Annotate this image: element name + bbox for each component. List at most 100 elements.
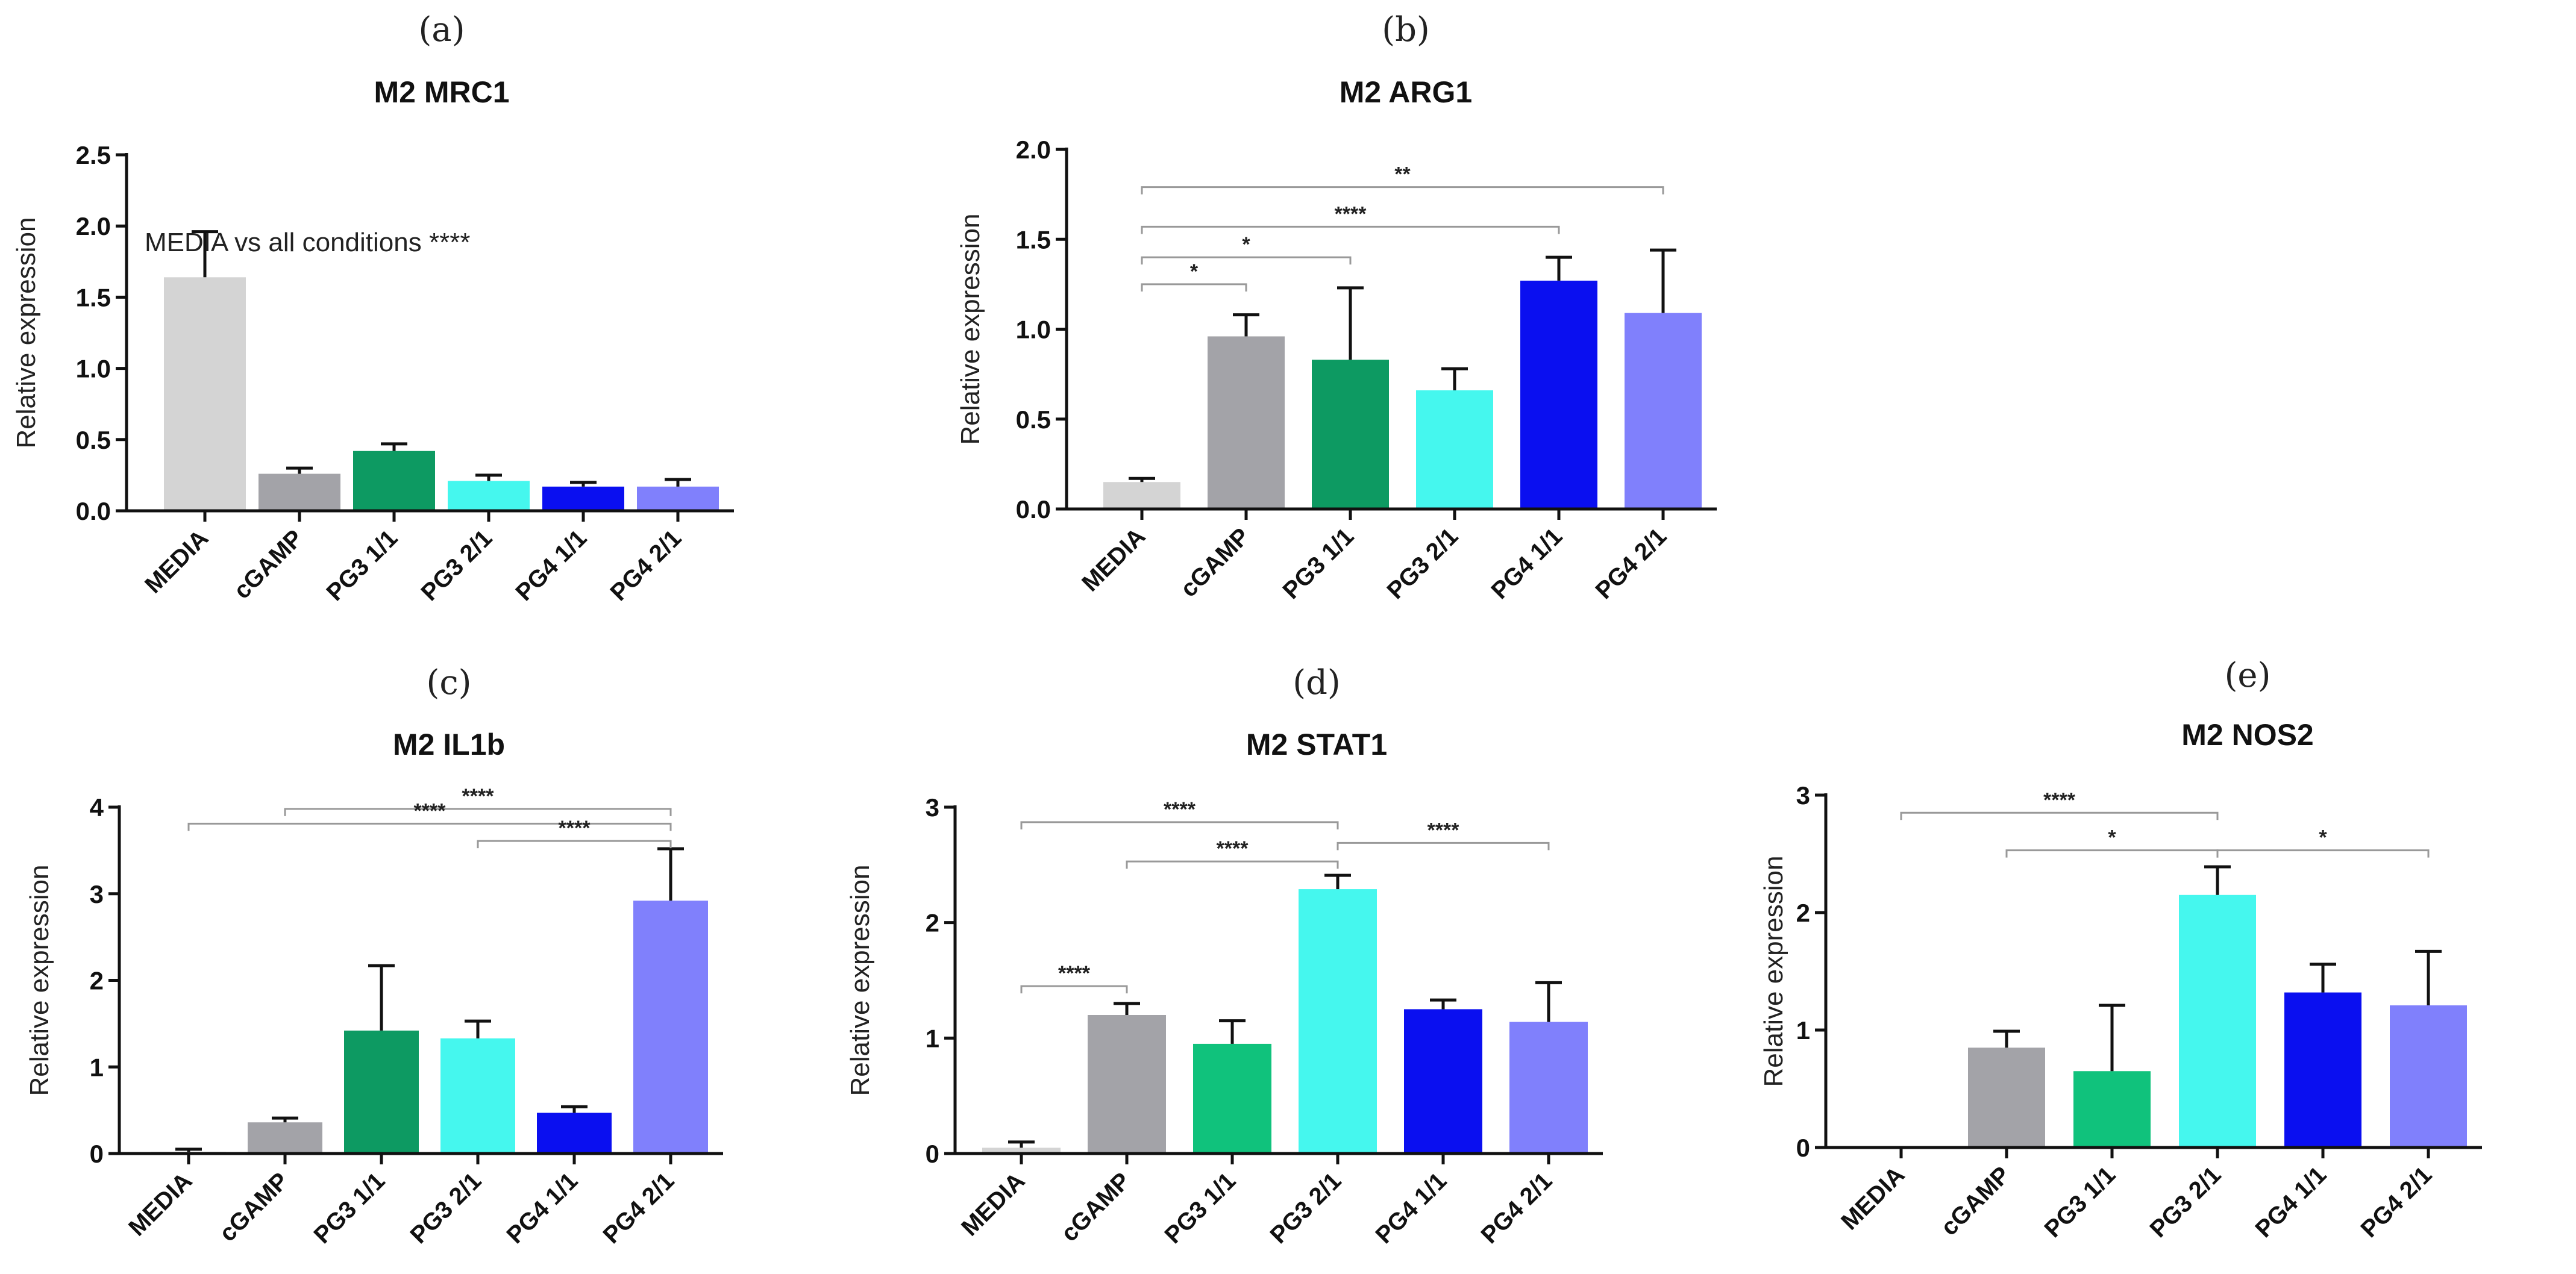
x-tick-label: PG3 2/1 bbox=[1265, 1167, 1346, 1249]
x-tick-label: PG4 2/1 bbox=[1476, 1167, 1557, 1249]
significance-label: **** bbox=[414, 799, 447, 822]
bar bbox=[1299, 889, 1377, 1154]
y-tick-label: 0 bbox=[926, 1140, 939, 1168]
x-tick-label: MEDIA bbox=[124, 1167, 197, 1241]
x-tick-label: PG4 1/1 bbox=[2250, 1161, 2331, 1243]
significance-label: * bbox=[2319, 826, 2327, 849]
significance-label: **** bbox=[462, 785, 495, 808]
y-tick-label: 2 bbox=[1796, 899, 1810, 927]
panel-letter: (b) bbox=[1382, 10, 1430, 49]
significance-label: **** bbox=[1164, 798, 1196, 821]
y-axis-label: Relative expression bbox=[1759, 856, 1788, 1087]
chart-title: M2 ARG1 bbox=[1340, 75, 1472, 109]
x-tick-label: PG4 2/1 bbox=[598, 1167, 679, 1249]
x-tick-label: cGAMP bbox=[1056, 1167, 1136, 1247]
significance-bracket bbox=[2005, 849, 2219, 858]
x-tick-label: cGAMP bbox=[215, 1167, 294, 1247]
y-axis-label: Relative expression bbox=[845, 865, 875, 1096]
significance-label: **** bbox=[1217, 837, 1249, 860]
panel-letter: (a) bbox=[418, 10, 465, 49]
y-tick-label: 1.0 bbox=[76, 355, 111, 383]
x-tick-label: PG4 2/1 bbox=[1590, 523, 1672, 604]
chart-title: M2 NOS2 bbox=[2181, 718, 2314, 752]
significance-bracket bbox=[1141, 186, 1664, 195]
bar bbox=[1404, 1009, 1482, 1154]
x-tick-label: MEDIA bbox=[140, 525, 213, 598]
y-axis-label: Relative expression bbox=[956, 214, 985, 445]
bar bbox=[542, 486, 624, 511]
chart-title: M2 MRC1 bbox=[374, 75, 509, 109]
x-tick-label: PG4 1/1 bbox=[1486, 523, 1567, 604]
x-tick-label: cGAMP bbox=[1936, 1161, 2016, 1241]
y-tick-label: 1.5 bbox=[1016, 225, 1051, 254]
bar bbox=[353, 451, 435, 511]
bar bbox=[2179, 895, 2256, 1148]
significance-bracket bbox=[1020, 985, 1128, 994]
chart-title: M2 IL1b bbox=[393, 728, 505, 761]
y-tick-label: 0 bbox=[90, 1140, 104, 1168]
bar bbox=[982, 1148, 1061, 1154]
bar bbox=[1103, 482, 1180, 509]
bar bbox=[1088, 1015, 1166, 1154]
significance-label: ** bbox=[1394, 163, 1411, 186]
significance-bracket bbox=[477, 840, 672, 849]
significance-bracket bbox=[187, 822, 672, 831]
x-tick-label: cGAMP bbox=[1176, 523, 1255, 602]
chart-annotation: MEDIA vs all conditions **** bbox=[145, 228, 470, 257]
bar bbox=[440, 1038, 515, 1154]
significance-bracket bbox=[1126, 860, 1339, 869]
significance-bracket bbox=[1900, 811, 2219, 820]
bar bbox=[537, 1113, 612, 1154]
significance-label: * bbox=[1190, 260, 1199, 283]
y-tick-label: 1.5 bbox=[76, 283, 111, 311]
y-tick-label: 2 bbox=[90, 967, 104, 995]
x-tick-label: PG4 2/1 bbox=[2355, 1161, 2437, 1243]
y-tick-label: 0.0 bbox=[76, 497, 111, 525]
significance-label: **** bbox=[1427, 819, 1460, 842]
x-tick-label: PG4 2/1 bbox=[605, 525, 686, 606]
y-tick-label: 3 bbox=[926, 793, 939, 822]
x-tick-label: MEDIA bbox=[1836, 1161, 1910, 1235]
y-tick-label: 0.5 bbox=[76, 426, 111, 454]
significance-bracket bbox=[284, 808, 672, 816]
y-tick-label: 1.0 bbox=[1016, 316, 1051, 344]
significance-label: **** bbox=[2043, 788, 2076, 811]
bar bbox=[448, 481, 530, 511]
panel-letter: (c) bbox=[426, 663, 471, 702]
bar bbox=[637, 486, 719, 511]
bar bbox=[1416, 390, 1493, 509]
significance-label: * bbox=[1242, 233, 1250, 256]
bar bbox=[1193, 1043, 1271, 1154]
panel-letter: (d) bbox=[1293, 663, 1341, 702]
x-tick-label: PG3 1/1 bbox=[1277, 523, 1359, 604]
x-tick-label: PG4 1/1 bbox=[1370, 1167, 1452, 1249]
bar bbox=[1968, 1048, 2045, 1148]
x-tick-label: PG3 1/1 bbox=[1159, 1167, 1241, 1249]
significance-label: **** bbox=[1335, 202, 1367, 225]
x-tick-label: PG3 2/1 bbox=[405, 1167, 486, 1249]
y-tick-label: 1 bbox=[90, 1053, 104, 1081]
panel-letter: (e) bbox=[2225, 656, 2271, 695]
y-tick-label: 2.0 bbox=[76, 212, 111, 240]
y-axis-label: Relative expression bbox=[11, 217, 41, 449]
bar bbox=[2073, 1071, 2151, 1148]
y-tick-label: 2 bbox=[926, 909, 939, 937]
significance-bracket bbox=[1141, 225, 1560, 234]
x-tick-label: MEDIA bbox=[1077, 523, 1150, 596]
x-tick-label: PG4 1/1 bbox=[510, 525, 592, 606]
y-tick-label: 2.5 bbox=[76, 141, 111, 169]
bar bbox=[2284, 992, 2361, 1148]
bar bbox=[1509, 1022, 1588, 1154]
significance-bracket bbox=[1020, 821, 1339, 829]
y-tick-label: 3 bbox=[1796, 781, 1810, 810]
x-tick-label: PG3 1/1 bbox=[309, 1167, 390, 1249]
significance-bracket bbox=[1141, 256, 1352, 265]
y-tick-label: 1 bbox=[926, 1024, 939, 1052]
x-tick-label: PG3 1/1 bbox=[321, 525, 403, 606]
significance-label: **** bbox=[1058, 962, 1091, 985]
x-tick-label: cGAMP bbox=[229, 525, 309, 604]
bar bbox=[1625, 313, 1702, 509]
x-tick-label: PG3 2/1 bbox=[416, 525, 497, 606]
bar bbox=[344, 1030, 419, 1154]
